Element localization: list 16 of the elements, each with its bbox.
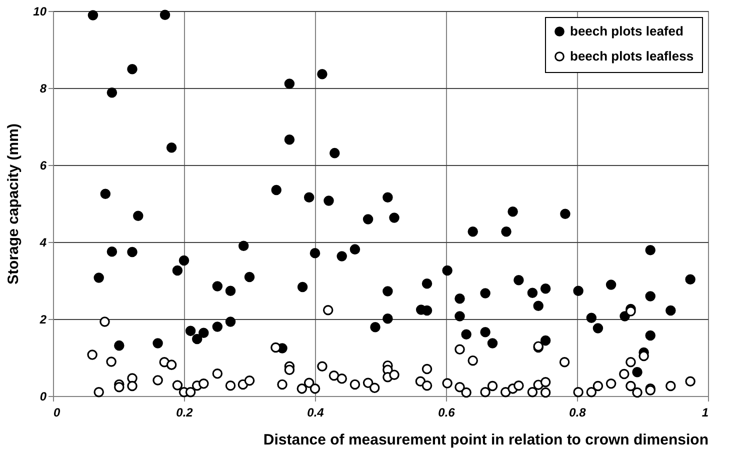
y-tick-label: 4 bbox=[38, 236, 47, 250]
x-tick-label: 1 bbox=[702, 406, 709, 420]
y-tick-label: 2 bbox=[38, 312, 47, 326]
x-tick-label: 0.6 bbox=[438, 406, 456, 420]
legend-label: beech plots leafless bbox=[570, 48, 694, 64]
x-axis-title: Distance of measurement point in relation to crown dimension bbox=[263, 432, 708, 448]
y-tick-label: 8 bbox=[40, 82, 47, 96]
x-tick-label: 0.4 bbox=[307, 406, 324, 420]
x-tick-label: 0.8 bbox=[569, 406, 586, 420]
y-axis-title: Storage capacity (mm) bbox=[5, 124, 22, 284]
legend-label: beech plots leafed bbox=[570, 24, 684, 38]
y-tick-label: 6 bbox=[40, 158, 47, 172]
x-tick-label: 0.2 bbox=[176, 406, 194, 420]
y-tick-label: 0 bbox=[40, 390, 47, 404]
x-tick-label: 0 bbox=[54, 406, 60, 420]
y-tick-label: 10 bbox=[33, 4, 47, 18]
